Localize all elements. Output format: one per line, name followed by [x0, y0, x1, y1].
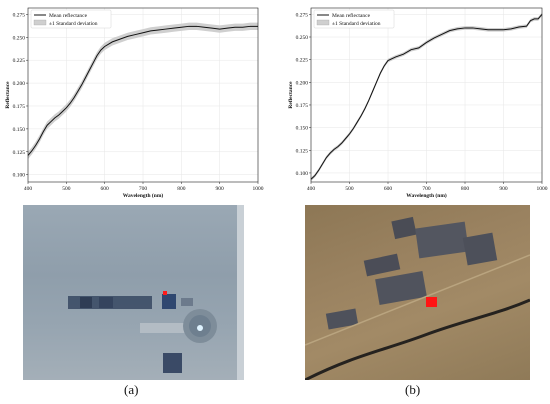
x-tick-label: 400 — [307, 186, 316, 192]
legend-band-swatch — [316, 19, 330, 26]
legend-mean-label: Mean reflectance — [49, 12, 88, 19]
y-tick-label: 0.250 — [296, 35, 309, 41]
y-tick-label: 0.125 — [296, 148, 309, 154]
legend-box — [313, 9, 395, 29]
y-tick-label: 0.225 — [13, 58, 26, 64]
mean-line — [310, 14, 543, 180]
y-tick-label: 0.100 — [13, 173, 26, 179]
y-tick-label: 0.100 — [296, 171, 309, 177]
legend-mean-label: Mean reflectance — [332, 12, 371, 19]
y-tick-label: 0.200 — [296, 80, 309, 86]
chart-a-svg: 400 500 600 700 800 900 1000 0.100 0.125 0.150 0.1… — [5, 7, 264, 199]
x-tick-label: 500 — [345, 186, 354, 192]
x-tick-label: 900 — [216, 186, 225, 192]
satellite-image-a-drawing — [68, 205, 244, 380]
x-axis-label: Wavelength (nm) — [123, 192, 164, 199]
x-tick-label: 900 — [499, 186, 508, 192]
x-tick-label: 700 — [139, 186, 148, 192]
satellite-image-b — [305, 205, 530, 380]
y-tick-label: 0.275 — [296, 12, 309, 18]
legend-band-label: ±1 Standard deviation — [49, 21, 98, 27]
caption-a: (a) — [124, 382, 139, 397]
legend-band-label: ±1 Standard deviation — [332, 21, 381, 27]
legend-box — [30, 9, 112, 29]
legend-band-swatch — [33, 19, 47, 26]
x-tick-label: 1000 — [537, 186, 548, 192]
y-tick-label: 0.175 — [296, 103, 309, 109]
caption-b: (b) — [405, 382, 421, 397]
x-tick-label: 400 — [24, 186, 33, 192]
x-axis-label: Wavelength (nm) — [406, 192, 447, 199]
x-tick-label: 700 — [422, 186, 431, 192]
y-tick-label: 0.225 — [296, 58, 309, 64]
y-tick-label: 0.150 — [296, 126, 309, 132]
satellite-image-a — [23, 205, 244, 380]
y-axis-label: Reflectance — [288, 81, 294, 109]
chart-b-svg: 400 500 600 700 800 900 1000 0.100 0.125 0.150 0.1… — [288, 7, 548, 199]
x-tick-label: 600 — [101, 186, 110, 192]
y-tick-label: 0.275 — [13, 12, 26, 18]
y-axis-label: Reflectance — [5, 81, 11, 109]
y-tick-label: 0.250 — [13, 35, 26, 41]
y-tick-label: 0.175 — [13, 104, 26, 110]
y-tick-label: 0.150 — [13, 127, 26, 133]
mean-line — [27, 25, 258, 156]
y-tick-label: 0.125 — [13, 150, 26, 156]
chart-a: 400 500 600 700 800 900 1000 0.100 0.125 0.150 0.1… — [0, 0, 275, 200]
x-tick-label: 600 — [384, 186, 393, 192]
x-tick-label: 500 — [62, 186, 71, 192]
satellite-image-b-drawing — [305, 216, 530, 380]
x-tick-label: 800 — [177, 186, 186, 192]
x-tick-label: 1000 — [253, 186, 264, 192]
x-tick-label: 800 — [461, 186, 470, 192]
chart-b: 400 500 600 700 800 900 1000 0.100 0.125 0.150 0.1… — [275, 0, 550, 200]
y-tick-label: 0.200 — [13, 81, 26, 87]
